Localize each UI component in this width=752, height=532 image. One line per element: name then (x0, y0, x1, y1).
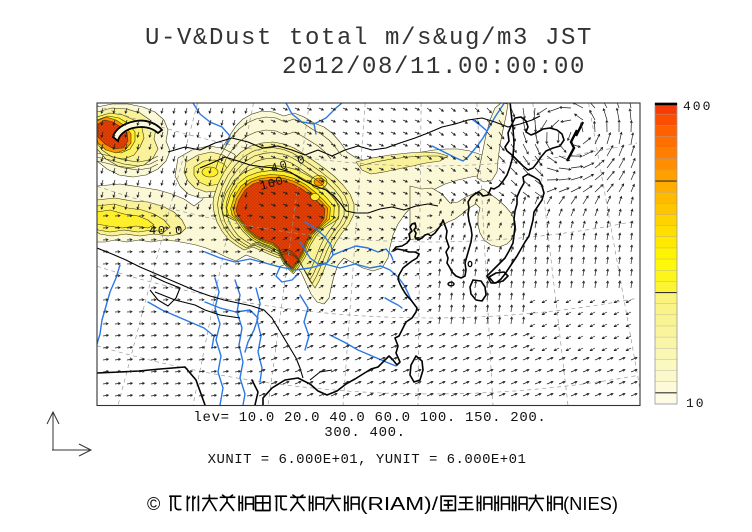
svg-text:(RIAM)/: (RIAM)/ (360, 494, 438, 514)
svg-text:300. 400.: 300. 400. (324, 425, 405, 441)
svg-text:10: 10 (686, 396, 706, 411)
svg-text:400: 400 (683, 99, 712, 114)
svg-text:160: 160 (258, 174, 286, 194)
svg-text:2012/08/11.00:00:00: 2012/08/11.00:00:00 (282, 54, 586, 81)
svg-text:(NIES): (NIES) (563, 494, 618, 514)
svg-text:40.0: 40.0 (149, 224, 184, 238)
svg-text:XUNIT = 6.000E+01, YUNIT =: XUNIT = 6.000E+01, YUNIT = 6.000E+01 (208, 452, 527, 468)
svg-text:U-V&Dust total m/s&ug/m3 JST: U-V&Dust total m/s&ug/m3 JST (145, 25, 593, 52)
svg-text:©: © (147, 494, 160, 514)
svg-text:lev= 10.0 20.0 40.0 60.0 100.: lev= 10.0 20.0 40.0 60.0 100. 150. 200. (193, 410, 546, 426)
